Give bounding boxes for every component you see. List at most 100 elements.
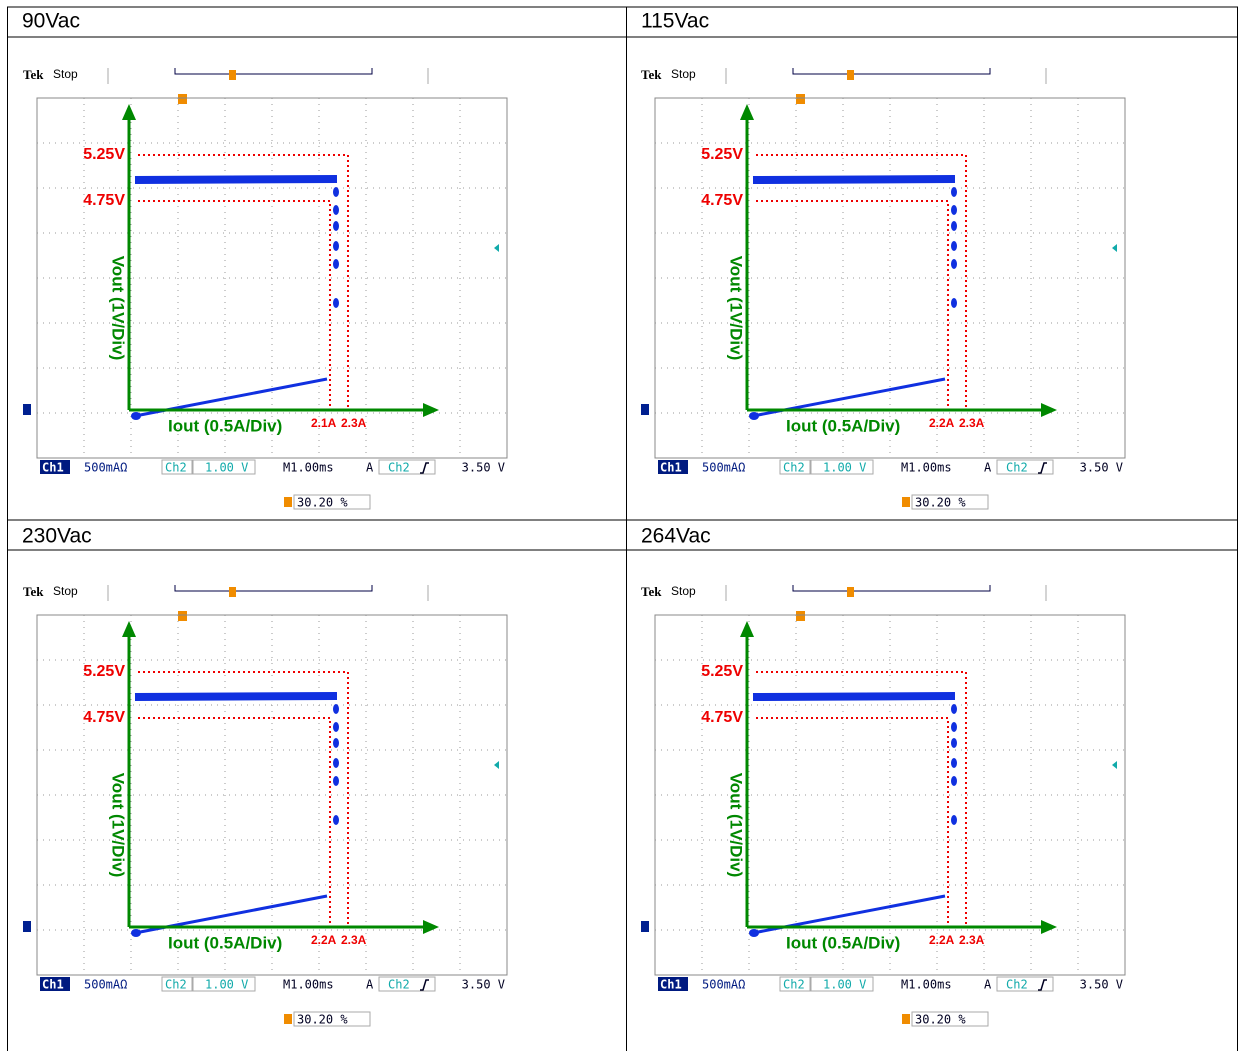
trigger-level-marker [494,244,499,252]
x-axis-label: Iout (0.5A/Div) [786,416,900,435]
lower-label: 4.75V [701,709,743,726]
vout-dot [333,758,339,768]
scope-brand: Tek [641,67,662,82]
ch2-label: Ch2 [165,461,187,475]
trigger-marker [178,611,187,621]
trigger-level: 3.50 V [1080,978,1123,992]
iout-dot [131,412,141,420]
vout-dot [951,259,957,269]
ch1-ground-marker [23,921,31,932]
limit-label: 2.3A [341,416,367,430]
iout-dot [131,929,141,937]
limit-label: 2.3A [341,933,367,947]
trigger-mode: A [984,461,992,475]
upper-label: 5.25V [701,663,743,680]
vout-dot [333,221,339,231]
record-bracket [175,585,372,591]
y-axis-label: Vout (1V/Div) [727,256,746,361]
trigger-ch: Ch2 [1006,978,1028,992]
y-arrow [740,104,754,120]
ch1-ground-marker [641,921,649,932]
document: 90VacTekStop5.25V4.75VVout (1V/Div)Iout … [0,0,1243,1051]
record-bracket [793,585,990,591]
ch2-scale: 1.00 V [205,461,248,475]
vout-dot [951,187,957,197]
vout-trace [135,696,337,697]
vout-dot [951,738,957,748]
ch1-label: Ch1 [660,978,682,992]
vout-dot [333,259,339,269]
vout-dot [333,205,339,215]
limit-lower [756,201,948,410]
timebase: M1.00ms [283,978,334,992]
vout-dot [951,776,957,786]
trigger-marker [178,94,187,104]
vout-dot [951,758,957,768]
limit-upper [138,672,348,927]
page: 90VacTekStop5.25V4.75VVout (1V/Div)Iout … [0,0,1243,1051]
lower-label: 4.75V [83,709,125,726]
ch1-ground-marker [641,404,649,415]
vout-dot [951,221,957,231]
ch2-label: Ch2 [783,461,805,475]
ch2-scale: 1.00 V [205,978,248,992]
limit-upper [756,155,966,410]
trigger-level-marker [1112,761,1117,769]
vout-dot [951,205,957,215]
trigger-level-marker [1112,244,1117,252]
vout-dot [333,776,339,786]
trigger-level: 3.50 V [462,461,505,475]
ch1-label: Ch1 [42,461,64,475]
limit-lower [756,718,948,927]
vout-dot [333,815,339,825]
trigger-position: 30.20 % [297,1013,348,1027]
trigger-pos-marker [229,587,236,597]
vout-dot [951,298,957,308]
upper-label: 5.25V [701,146,743,163]
lower-label: 4.75V [701,192,743,209]
ch1-scale: 500mAΩ [702,461,745,475]
x-arrow [1041,920,1057,934]
trigger-marker [796,611,805,621]
ch2-label: Ch2 [783,978,805,992]
ch1-ground-marker [23,404,31,415]
limit-upper [138,155,348,410]
ch2-scale: 1.00 V [823,978,866,992]
vout-dot [951,722,957,732]
scope-state: Stop [671,584,696,598]
vout-dot [333,298,339,308]
limit-lower [138,201,330,410]
vout-dot [333,187,339,197]
upper-label: 5.25V [83,146,125,163]
position-icon [284,497,292,507]
ch1-scale: 500mAΩ [84,461,127,475]
vout-dot [333,722,339,732]
record-bracket [175,68,372,74]
scope-state: Stop [53,67,78,81]
record-bracket [793,68,990,74]
knee-label: 2.1A [311,416,337,430]
trigger-level: 3.50 V [462,978,505,992]
timebase: M1.00ms [901,461,952,475]
knee-label: 2.2A [929,933,955,947]
ch1-scale: 500mAΩ [84,978,127,992]
ch2-label: Ch2 [165,978,187,992]
scope-brand: Tek [23,67,44,82]
timebase: M1.00ms [901,978,952,992]
vout-trace [753,696,955,697]
x-arrow [423,403,439,417]
knee-label: 2.2A [311,933,337,947]
trigger-level-marker [494,761,499,769]
trigger-pos-marker [847,70,854,80]
trigger-position: 30.20 % [915,1013,966,1027]
x-arrow [1041,403,1057,417]
trigger-pos-marker [847,587,854,597]
vout-trace [135,179,337,180]
scope-brand: Tek [23,584,44,599]
cell-title: 115Vac [641,10,709,33]
x-axis-label: Iout (0.5A/Div) [168,416,282,435]
scope-state: Stop [53,584,78,598]
trigger-ch: Ch2 [388,461,410,475]
